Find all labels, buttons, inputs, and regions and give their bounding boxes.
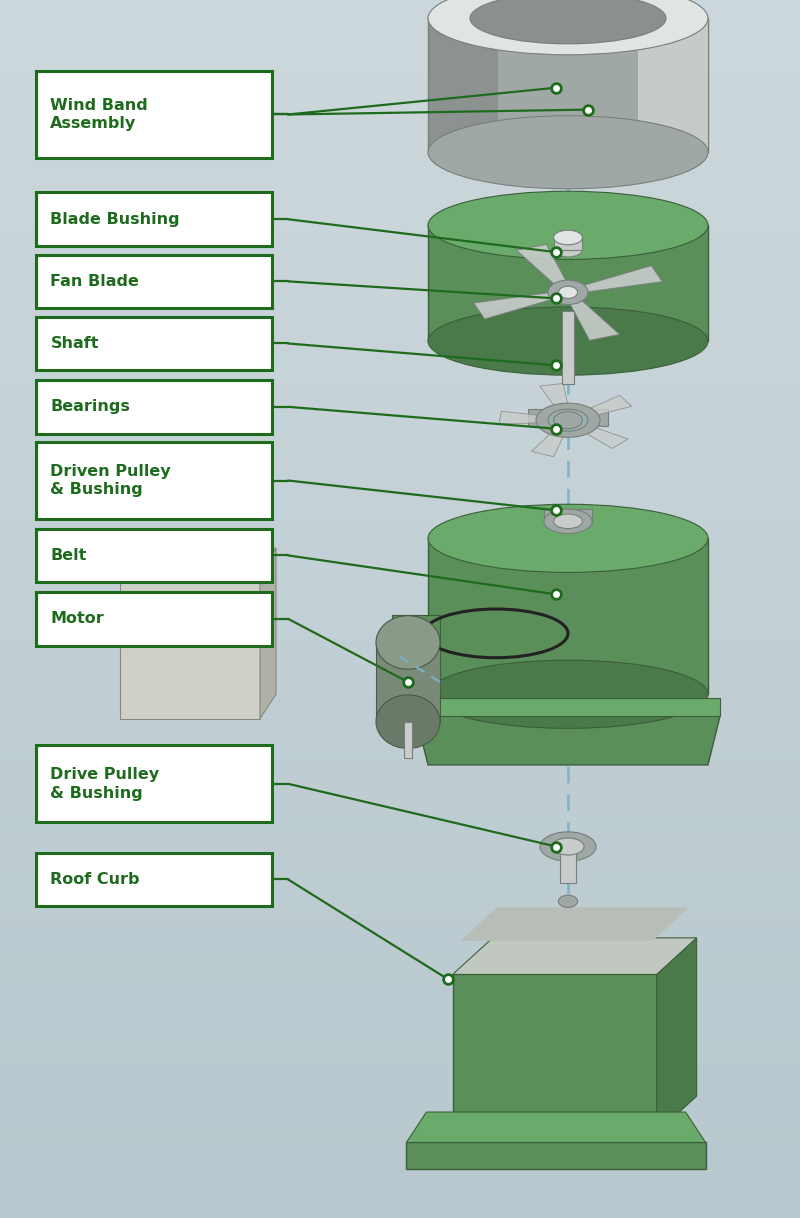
Text: Shaft: Shaft (50, 336, 99, 351)
Ellipse shape (428, 0, 708, 55)
Ellipse shape (554, 242, 582, 257)
FancyBboxPatch shape (36, 529, 272, 582)
FancyBboxPatch shape (36, 592, 272, 646)
Polygon shape (499, 412, 568, 424)
Ellipse shape (554, 514, 582, 529)
Polygon shape (406, 1142, 706, 1169)
FancyBboxPatch shape (36, 317, 272, 370)
Polygon shape (416, 716, 720, 765)
Ellipse shape (470, 0, 666, 44)
Ellipse shape (428, 307, 708, 375)
Text: Motor: Motor (50, 611, 104, 626)
FancyBboxPatch shape (36, 853, 272, 906)
Text: Driven Pulley
& Bushing: Driven Pulley & Bushing (50, 464, 171, 497)
Bar (560, 847, 576, 883)
Ellipse shape (428, 504, 708, 572)
FancyBboxPatch shape (36, 192, 272, 246)
Bar (562, 311, 574, 384)
Polygon shape (428, 18, 498, 152)
Bar (392, 615, 440, 682)
Text: Fan Blade: Fan Blade (50, 274, 139, 289)
FancyBboxPatch shape (36, 442, 272, 519)
Polygon shape (566, 419, 628, 448)
Polygon shape (566, 396, 632, 421)
Text: Blade Bushing: Blade Bushing (50, 212, 180, 227)
Polygon shape (428, 18, 708, 152)
FancyBboxPatch shape (36, 745, 272, 822)
Text: Drive Pulley
& Bushing: Drive Pulley & Bushing (50, 767, 159, 800)
Ellipse shape (558, 895, 578, 907)
Bar (120, 572, 260, 719)
Ellipse shape (540, 832, 596, 861)
Polygon shape (428, 225, 708, 341)
Text: Wind Band
Assembly: Wind Band Assembly (50, 97, 148, 132)
Ellipse shape (552, 838, 584, 855)
Ellipse shape (536, 403, 600, 437)
Polygon shape (260, 548, 276, 719)
Polygon shape (638, 18, 708, 152)
Ellipse shape (428, 660, 708, 728)
Polygon shape (564, 291, 620, 340)
Polygon shape (540, 384, 571, 420)
Ellipse shape (376, 616, 440, 670)
FancyBboxPatch shape (36, 255, 272, 308)
Bar (554, 238, 582, 250)
Polygon shape (531, 419, 571, 457)
FancyBboxPatch shape (36, 71, 272, 158)
Ellipse shape (558, 286, 578, 298)
Polygon shape (406, 1112, 706, 1142)
Ellipse shape (376, 694, 440, 748)
Bar (404, 721, 412, 758)
Ellipse shape (548, 280, 588, 304)
Ellipse shape (544, 509, 592, 533)
Bar (376, 643, 440, 721)
Ellipse shape (554, 412, 582, 429)
Text: Belt: Belt (50, 548, 86, 563)
Polygon shape (416, 698, 720, 716)
Text: Bearings: Bearings (50, 400, 130, 414)
Ellipse shape (428, 116, 708, 189)
Ellipse shape (428, 191, 708, 259)
Ellipse shape (548, 409, 588, 431)
Bar (544, 509, 592, 524)
Polygon shape (461, 907, 689, 940)
Polygon shape (453, 938, 697, 974)
Polygon shape (120, 548, 276, 572)
Polygon shape (566, 266, 662, 295)
Bar (453, 974, 657, 1133)
Text: Roof Curb: Roof Curb (50, 872, 140, 887)
Bar (528, 409, 608, 426)
Polygon shape (428, 538, 708, 694)
Polygon shape (516, 245, 572, 294)
FancyBboxPatch shape (36, 380, 272, 434)
Ellipse shape (554, 230, 582, 245)
Polygon shape (474, 290, 570, 319)
Polygon shape (657, 938, 697, 1133)
